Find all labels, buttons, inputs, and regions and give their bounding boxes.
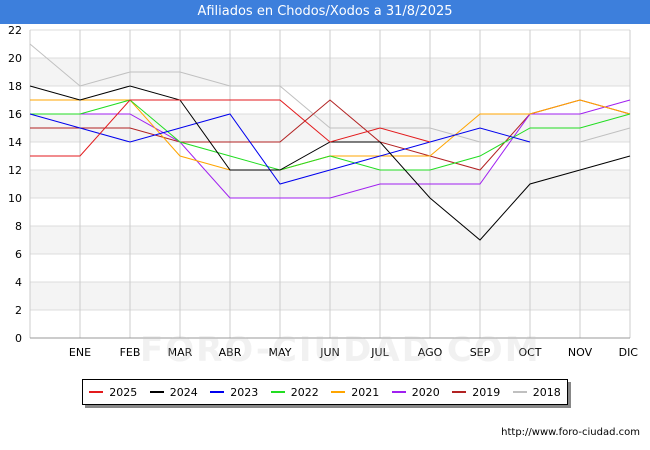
legend-swatch bbox=[331, 391, 346, 393]
legend-label: 2024 bbox=[169, 385, 198, 399]
legend-item-2024: 2024 bbox=[149, 385, 198, 399]
legend-item-2025: 2025 bbox=[89, 386, 137, 399]
watermark: FORO-CIUDAD.COM bbox=[140, 330, 541, 370]
y-tick-label: 10 bbox=[8, 192, 22, 205]
y-axis-ticks: 0 2 4 6 8 10 12 14 16 18 20 22 bbox=[8, 24, 22, 345]
x-tick-label: JUL bbox=[370, 346, 389, 359]
source-url[interactable]: http://www.foro-ciudad.com bbox=[501, 427, 640, 438]
legend-swatch bbox=[149, 391, 164, 393]
legend-swatch bbox=[270, 391, 285, 393]
x-tick-label: FEB bbox=[120, 346, 141, 359]
y-tick-label: 8 bbox=[15, 220, 22, 233]
legend-label: 2020 bbox=[411, 385, 440, 399]
x-tick-label: OCT bbox=[518, 346, 541, 359]
y-tick-label: 14 bbox=[8, 136, 22, 149]
y-tick-label: 16 bbox=[8, 108, 22, 121]
x-tick-label: AGO bbox=[418, 346, 443, 359]
x-tick-label: MAR bbox=[168, 346, 193, 359]
series-line-2025 bbox=[30, 99, 431, 157]
legend-swatch bbox=[210, 391, 225, 393]
y-tick-label: 12 bbox=[8, 164, 22, 177]
legend-item-2023: 2023 bbox=[210, 386, 258, 399]
legend-item-2018: 2018 bbox=[512, 385, 561, 399]
legend-swatch bbox=[391, 391, 406, 393]
y-tick-label: 6 bbox=[15, 248, 22, 261]
legend-label: 2022 bbox=[290, 385, 319, 399]
legend-item-2021: 2021 bbox=[331, 386, 379, 399]
y-tick-label: 20 bbox=[8, 52, 22, 65]
legend-label: 2018 bbox=[532, 385, 561, 399]
y-tick-label: 4 bbox=[15, 276, 22, 289]
legend-label: 2019 bbox=[472, 385, 501, 399]
x-tick-label: ENE bbox=[69, 346, 91, 359]
x-tick-label: JUN bbox=[319, 346, 340, 359]
x-axis-ticks: ENE FEB MAR ABR MAY JUN JUL AGO SEP OCT NOV DIC bbox=[69, 346, 638, 359]
legend-label: 2025 bbox=[109, 385, 138, 399]
legend-item-2022: 2022 bbox=[270, 385, 319, 399]
y-tick-label: 0 bbox=[15, 332, 22, 345]
x-tick-label: DIC bbox=[619, 346, 639, 359]
legend-item-2020: 2020 bbox=[391, 385, 440, 399]
y-tick-label: 18 bbox=[8, 80, 22, 93]
x-tick-label: ABR bbox=[219, 346, 242, 359]
legend-swatch bbox=[512, 391, 527, 393]
legend-swatch bbox=[89, 391, 104, 393]
x-tick-label: SEP bbox=[470, 346, 491, 359]
legend-label: 2023 bbox=[230, 385, 259, 399]
legend-item-2019: 2019 bbox=[452, 386, 500, 399]
legend-label: 2021 bbox=[351, 385, 380, 399]
legend-swatch bbox=[452, 391, 467, 393]
legend: 2025 2024 2023 2022 2021 2020 2019 2018 bbox=[82, 379, 568, 405]
x-tick-label: NOV bbox=[568, 346, 593, 359]
y-tick-label: 22 bbox=[8, 24, 22, 37]
series-lines bbox=[30, 43, 630, 241]
x-tick-label: MAY bbox=[269, 346, 292, 359]
chart-title: Afiliados en Chodos/Xodos a 31/8/2025 bbox=[0, 0, 650, 24]
y-tick-label: 2 bbox=[15, 304, 22, 317]
